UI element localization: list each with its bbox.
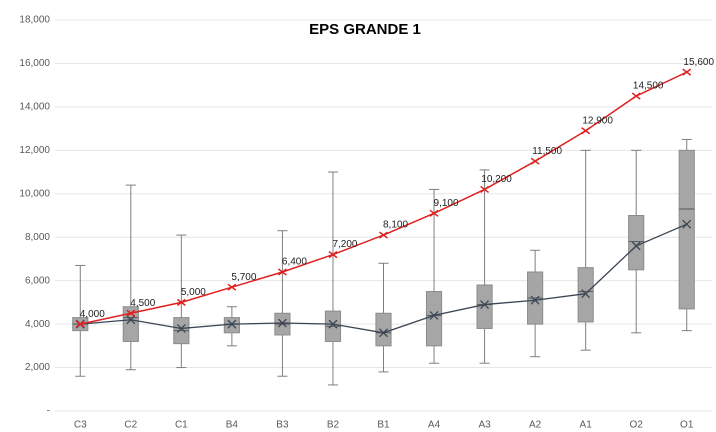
box — [476, 284, 493, 329]
value-label: 4,500 — [130, 298, 155, 309]
x-tick-label: B2 — [327, 420, 340, 431]
x-tick-label: A1 — [580, 420, 593, 431]
mean-marker — [277, 318, 287, 328]
x-tick-label: C1 — [175, 420, 188, 431]
value-label: 10,200 — [481, 174, 512, 185]
target-marker — [126, 309, 136, 317]
y-tick-label: - — [47, 406, 50, 417]
y-tick-label: 6,000 — [25, 275, 50, 286]
value-label: 14,500 — [633, 81, 664, 92]
target-marker — [480, 185, 490, 194]
mean-marker — [530, 295, 540, 305]
y-tick-label: 10,000 — [19, 188, 50, 199]
mean-marker — [227, 319, 237, 329]
target-marker — [530, 157, 540, 165]
x-tick-label: O1 — [680, 420, 694, 431]
y-tick-label: 16,000 — [19, 58, 50, 69]
value-label: 5,000 — [181, 287, 206, 298]
target-marker — [75, 320, 85, 328]
x-tick-label: C3 — [74, 420, 87, 431]
y-tick-label: 12,000 — [19, 145, 50, 156]
value-label: 8,100 — [383, 220, 408, 231]
y-tick-label: 14,000 — [19, 102, 50, 113]
target-marker — [277, 268, 287, 276]
mean-marker — [126, 315, 136, 325]
box — [628, 215, 645, 271]
x-tick-label: C2 — [124, 420, 137, 431]
value-label: 15,600 — [683, 57, 714, 68]
target-marker — [227, 283, 237, 291]
y-tick-label: 18,000 — [19, 15, 50, 26]
target-marker — [631, 92, 641, 100]
y-tick-label: 8,000 — [25, 232, 50, 243]
mean-marker — [379, 328, 388, 338]
target-marker — [581, 127, 591, 135]
target-marker — [429, 209, 439, 217]
mean-marker — [581, 289, 591, 299]
x-tick-label: B1 — [377, 420, 390, 431]
box — [425, 291, 443, 347]
box — [375, 312, 392, 347]
target-marker — [682, 68, 692, 76]
mean-marker — [480, 300, 490, 310]
x-tick-label: A4 — [428, 420, 441, 431]
value-label: 12,900 — [582, 115, 613, 126]
value-label: 6,400 — [282, 257, 307, 268]
x-tick-label: B3 — [276, 420, 289, 431]
value-label: 4,000 — [80, 309, 105, 320]
mean-marker — [631, 241, 641, 251]
value-label: 5,700 — [231, 272, 256, 283]
value-label: 7,200 — [332, 239, 357, 250]
target-marker — [379, 231, 388, 239]
chart-title: EPS GRANDE 1 — [309, 21, 421, 38]
target-marker — [328, 251, 338, 259]
x-tick-label: O2 — [630, 420, 644, 431]
target-marker — [176, 298, 186, 306]
x-tick-label: A2 — [529, 420, 542, 431]
value-label: 9,100 — [434, 198, 459, 209]
mean-marker — [328, 319, 338, 329]
mean-marker — [682, 219, 692, 229]
x-tick-label: A3 — [478, 420, 491, 431]
y-tick-label: 2,000 — [25, 362, 50, 373]
mean-marker — [176, 323, 186, 333]
box — [678, 149, 695, 310]
value-label: 11,500 — [532, 146, 562, 157]
mean-marker — [429, 310, 439, 320]
y-tick-label: 4,000 — [25, 319, 50, 330]
x-tick-label: B4 — [226, 420, 239, 431]
